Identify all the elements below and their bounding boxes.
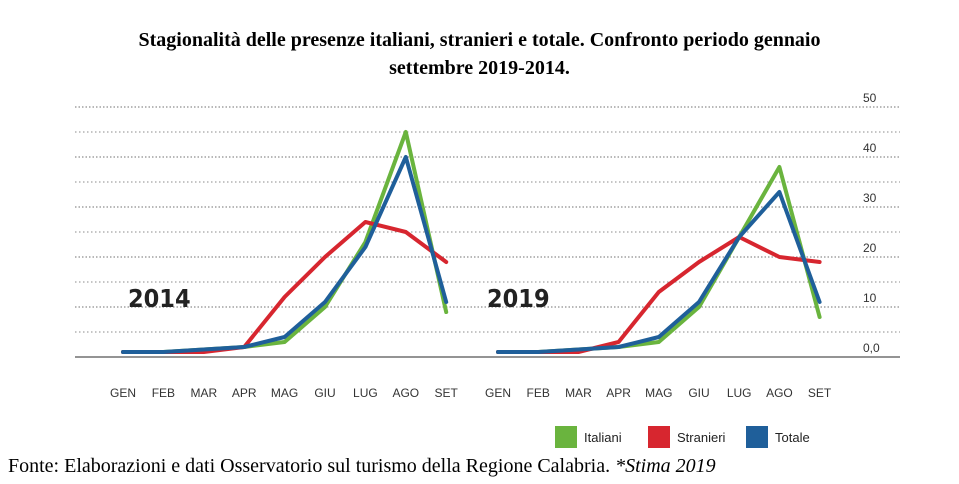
year-label-2014: 2014 (128, 284, 191, 313)
x-tick-label: GIU (688, 386, 709, 400)
x-tick-label: APR (606, 386, 631, 400)
series-line-totale-2019 (496, 190, 822, 354)
x-tick-label: GIU (314, 386, 335, 400)
x-tick-label: MAR (565, 386, 592, 400)
y-tick-label: 10 (863, 291, 877, 305)
source-footer: Fonte: Elaborazioni e dati Osservatorio … (8, 455, 958, 478)
legend-swatch-stranieri (648, 426, 670, 448)
estimate-note: *Stima 2019 (615, 455, 716, 477)
legend-swatch-totale (746, 426, 768, 448)
series-line-totale-2014 (121, 155, 449, 354)
x-tick-label: SET (435, 386, 459, 400)
x-tick-label: AGO (766, 386, 793, 400)
x-tick-label: GEN (485, 386, 511, 400)
legend-swatch-italiani (555, 426, 577, 448)
chart-title-line2: settembre 2019-2014. (389, 57, 570, 79)
x-tick-label: MAG (271, 386, 298, 400)
legend-label-italiani: Italiani (584, 430, 622, 445)
y-tick-label: 20 (863, 241, 877, 255)
chart-title: Stagionalità delle presenze italiani, st… (0, 26, 959, 82)
x-tick-label: LUG (353, 386, 378, 400)
source-text: Fonte: Elaborazioni e dati Osservatorio … (8, 455, 616, 477)
x-tick-label: SET (808, 386, 832, 400)
series-line-italiani-2019 (496, 165, 822, 354)
x-tick-label: FEB (527, 386, 550, 400)
x-tick-label: GEN (110, 386, 136, 400)
y-tick-label: 30 (863, 191, 877, 205)
x-tick-label: LUG (727, 386, 752, 400)
series-line-italiani-2014 (121, 130, 449, 354)
chart-title-line1: Stagionalità delle presenze italiani, st… (138, 29, 821, 51)
x-tick-label: AGO (392, 386, 419, 400)
x-tick-label: FEB (152, 386, 175, 400)
legend-label-totale: Totale (775, 430, 810, 445)
y-tick-label: 40 (863, 141, 877, 155)
x-tick-label: MAR (190, 386, 217, 400)
legend-label-stranieri: Stranieri (677, 430, 726, 445)
x-tick-label: MAG (645, 386, 672, 400)
x-tick-label: APR (232, 386, 257, 400)
y-tick-label: 50 (863, 91, 877, 105)
year-label-2019: 2019 (487, 284, 550, 313)
y-tick-label: 0,0 (863, 341, 880, 355)
